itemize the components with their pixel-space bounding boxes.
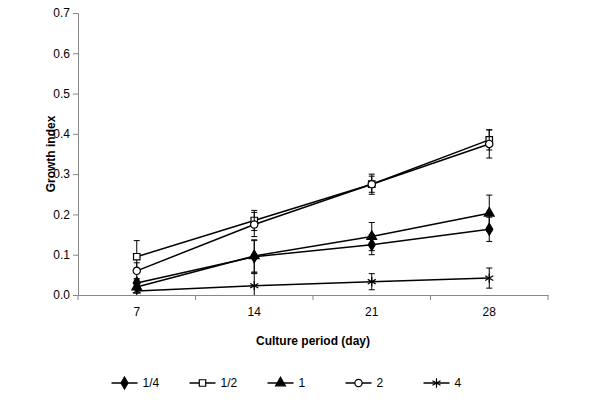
x-tick-label: 21 bbox=[365, 305, 379, 319]
marker bbox=[250, 281, 258, 290]
x-boundary-tick bbox=[430, 295, 431, 300]
legend-label: 1/4 bbox=[143, 376, 160, 390]
legend-item: 1/4 bbox=[112, 376, 160, 390]
y-tick: 0.0 bbox=[53, 288, 78, 302]
x-boundary-tick bbox=[195, 295, 196, 300]
x-tick-label: 7 bbox=[133, 305, 140, 319]
y-tick: 0.1 bbox=[53, 248, 78, 262]
y-axis-title: Growth index bbox=[44, 115, 58, 192]
x-boundary-tick bbox=[78, 295, 79, 300]
error-bar bbox=[369, 176, 375, 192]
x-tick: 7 bbox=[133, 295, 140, 319]
error-bar bbox=[251, 212, 257, 236]
x-tick-label: 14 bbox=[248, 305, 262, 319]
y-tick: 0.2 bbox=[53, 208, 78, 222]
marker bbox=[485, 273, 493, 282]
legend-label: 1 bbox=[299, 376, 306, 390]
marker bbox=[249, 250, 259, 259]
x-axis-title: Culture period (day) bbox=[256, 334, 370, 348]
series-line bbox=[137, 278, 490, 291]
y-tick-mark bbox=[73, 295, 78, 296]
y-tick-label: 0.7 bbox=[53, 6, 70, 20]
y-tick: 0.6 bbox=[53, 47, 78, 61]
marker bbox=[133, 267, 140, 274]
x-tick: 21 bbox=[365, 295, 379, 319]
series-line bbox=[137, 229, 490, 283]
x-tick-label: 28 bbox=[483, 305, 497, 319]
series-group bbox=[132, 130, 494, 295]
series bbox=[133, 130, 493, 279]
y-tick-mark bbox=[73, 53, 78, 54]
marker bbox=[368, 181, 375, 188]
chart: 0.00.10.20.30.40.50.60.77142128Growth in… bbox=[0, 0, 593, 419]
marker bbox=[134, 253, 140, 259]
y-tick-mark bbox=[73, 174, 78, 175]
error-bar bbox=[369, 174, 375, 194]
legend-label: 4 bbox=[455, 376, 462, 390]
legend-item: 4 bbox=[424, 376, 462, 390]
legend-label: 1/2 bbox=[221, 376, 238, 390]
legend-label: 2 bbox=[377, 376, 384, 390]
legend-marker bbox=[432, 378, 440, 387]
error-bar bbox=[134, 263, 140, 279]
y-tick-label: 0.0 bbox=[53, 288, 70, 302]
error-bar bbox=[486, 130, 492, 158]
series bbox=[133, 217, 492, 289]
series-line bbox=[137, 144, 490, 271]
legend-marker bbox=[121, 377, 128, 389]
y-tick-mark bbox=[73, 13, 78, 14]
x-tick: 14 bbox=[248, 295, 262, 319]
legend-item: 1/2 bbox=[190, 376, 238, 390]
legend: 1/4 1/2 1 2 4 bbox=[112, 376, 462, 390]
y-tick-mark bbox=[73, 94, 78, 95]
series bbox=[133, 268, 494, 295]
plot: 0.00.10.20.30.40.50.60.77142128 bbox=[53, 6, 548, 318]
marker bbox=[369, 181, 375, 187]
marker bbox=[368, 277, 376, 286]
series bbox=[132, 195, 494, 293]
x-axis: 7 14 21 28 bbox=[79, 295, 549, 319]
y-axis-line bbox=[73, 14, 79, 296]
y-tick-label: 0.6 bbox=[53, 47, 70, 61]
legend-item: 2 bbox=[346, 376, 384, 390]
y-tick: 0.5 bbox=[53, 87, 78, 101]
series bbox=[134, 130, 493, 273]
marker bbox=[486, 140, 493, 147]
marker bbox=[367, 231, 377, 240]
y-tick-label: 0.5 bbox=[53, 87, 70, 101]
series-line bbox=[137, 140, 490, 257]
y-tick-label: 0.2 bbox=[53, 208, 70, 222]
legend-marker bbox=[276, 377, 286, 386]
marker bbox=[251, 221, 258, 228]
y-tick-mark bbox=[73, 255, 78, 256]
legend-marker bbox=[199, 380, 205, 386]
y-tick-mark bbox=[73, 214, 78, 215]
x-boundary-tick bbox=[313, 295, 314, 300]
y-tick-mark bbox=[73, 134, 78, 135]
x-tick: 28 bbox=[483, 295, 497, 319]
marker bbox=[484, 208, 494, 217]
legend-marker bbox=[355, 379, 362, 386]
legend-item: 1 bbox=[268, 376, 306, 390]
x-boundary-tick bbox=[548, 295, 549, 300]
y-tick: 0.7 bbox=[53, 6, 78, 20]
y-tick-label: 0.1 bbox=[53, 248, 70, 262]
marker bbox=[133, 286, 141, 295]
